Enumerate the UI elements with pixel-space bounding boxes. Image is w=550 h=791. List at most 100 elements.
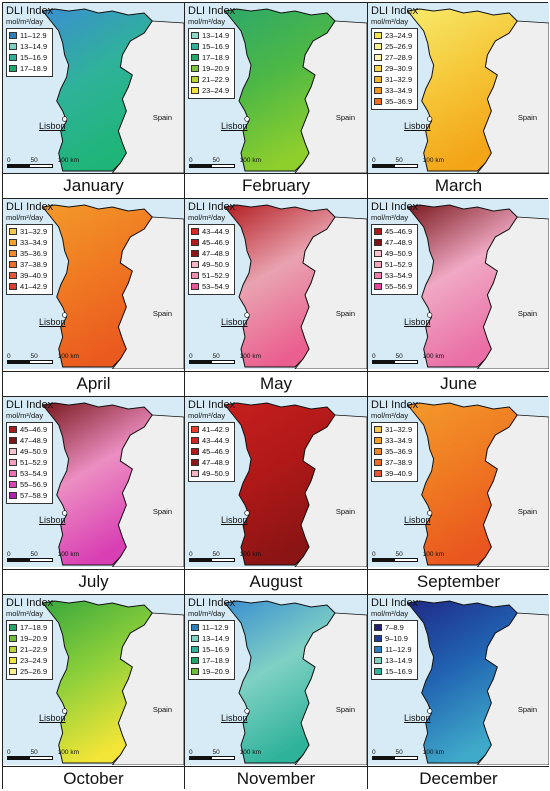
scale-label: 100 km	[422, 551, 444, 558]
scale-label: 50	[212, 551, 220, 558]
legend-title: DLI Index	[188, 201, 236, 213]
legend-row: 13–14.9	[191, 30, 231, 41]
month-caption: November	[185, 766, 367, 791]
scale-label: 50	[212, 157, 220, 164]
portugal-dli-surface	[224, 600, 336, 764]
legend-range: 29–30.9	[385, 64, 413, 73]
map-area: DLI Index mol/m²/day 11–12.9 13–14.9 15–16.9…	[185, 595, 367, 765]
legend-row: 49–50.9	[9, 446, 49, 457]
month-caption: March	[368, 173, 549, 198]
month-panel-november: DLI Index mol/m²/day 11–12.9 13–14.9 15–16.9…	[185, 595, 367, 791]
legend-swatch	[374, 448, 382, 455]
dli-legend: DLI Index mol/m²/day 13–14.9 15–16.9 17–18.9…	[188, 5, 236, 99]
legend-range: 49–50.9	[385, 249, 413, 258]
portugal-dli-surface	[224, 8, 336, 172]
legend-range: 41–42.9	[20, 282, 48, 291]
legend-range: 13–14.9	[385, 656, 413, 665]
legend-row: 53–54.9	[9, 468, 49, 479]
legend-unit: mol/m²/day	[188, 17, 226, 26]
legend-swatch	[9, 492, 17, 499]
scale-label: 0	[7, 749, 11, 756]
spain-label: Spain	[152, 309, 172, 318]
scale-label: 50	[395, 749, 403, 756]
legend-swatch	[191, 624, 199, 631]
legend-range: 17–18.9	[202, 53, 230, 62]
legend-range: 25–26.9	[385, 42, 413, 51]
scale-label: 0	[372, 551, 376, 558]
scale-label: 100 km	[57, 157, 79, 164]
legend-range: 47–48.9	[20, 436, 48, 445]
scale-label: 0	[7, 157, 11, 164]
legend-box: 11–12.9 13–14.9 15–16.9 17–18.9	[6, 28, 54, 77]
lisbon-label: Lisbon	[39, 515, 66, 525]
legend-swatch	[374, 239, 382, 246]
legend-title: DLI Index	[188, 399, 236, 411]
legend-swatch	[9, 426, 17, 433]
scale-label: 0	[7, 353, 11, 360]
legend-row: 33–34.9	[9, 237, 49, 248]
legend-range: 35–36.9	[20, 249, 48, 258]
legend-row: 31–32.9	[374, 424, 414, 435]
legend-swatch	[9, 283, 17, 290]
legend-range: 33–34.9	[20, 238, 48, 247]
dli-legend: DLI Index mol/m²/day 11–12.9 13–14.9 15–16.9…	[188, 597, 236, 680]
legend-row: 17–18.9	[191, 52, 231, 63]
legend-range: 25–26.9	[20, 667, 48, 676]
legend-swatch	[191, 426, 199, 433]
portugal-dli-surface	[406, 402, 518, 566]
legend-title: DLI Index	[6, 597, 54, 609]
legend-row: 47–48.9	[9, 435, 49, 446]
legend-range: 33–34.9	[385, 86, 413, 95]
legend-range: 19–20.9	[202, 667, 230, 676]
legend-swatch	[374, 76, 382, 83]
map-area: DLI Index mol/m²/day 43–44.9 45–46.9 47–48.9…	[185, 199, 367, 369]
lisbon-label: Lisbon	[39, 317, 66, 327]
legend-row: 17–18.9	[9, 622, 49, 633]
portugal-map	[406, 402, 549, 567]
legend-row: 37–38.9	[374, 457, 414, 468]
month-caption: December	[368, 766, 549, 791]
scale-label: 50	[395, 551, 403, 558]
legend-range: 13–14.9	[202, 634, 230, 643]
lisbon-marker	[62, 708, 68, 714]
legend-range: 17–18.9	[20, 64, 48, 73]
legend-row: 45–46.9	[374, 226, 414, 237]
legend-range: 19–20.9	[202, 64, 230, 73]
scale-label: 50	[395, 353, 403, 360]
month-panel-december: DLI Index mol/m²/day 7–8.9 9–10.9 11–12.9 13–…	[368, 595, 549, 791]
legend-title: DLI Index	[6, 201, 54, 213]
legend-range: 31–32.9	[20, 227, 48, 236]
lisbon-label: Lisbon	[39, 713, 66, 723]
legend-swatch	[191, 261, 199, 268]
scale-label: 100 km	[57, 749, 79, 756]
month-panel-september: DLI Index mol/m²/day 31–32.9 33–34.9 35–36.9…	[368, 397, 549, 594]
legend-swatch	[191, 635, 199, 642]
legend-swatch	[374, 668, 382, 675]
map-area: DLI Index mol/m²/day 31–32.9 33–34.9 35–36.9…	[368, 397, 549, 567]
legend-swatch	[191, 283, 199, 290]
month-caption: January	[3, 173, 184, 198]
legend-swatch	[191, 54, 199, 61]
legend-row: 45–46.9	[191, 446, 231, 457]
legend-row: 41–42.9	[9, 281, 49, 292]
dli-legend: DLI Index mol/m²/day 31–32.9 33–34.9 35–36.9…	[6, 201, 54, 295]
month-panel-may: DLI Index mol/m²/day 43–44.9 45–46.9 47–48.9…	[185, 199, 367, 396]
legend-unit: mol/m²/day	[6, 17, 44, 26]
legend-range: 53–54.9	[20, 469, 48, 478]
lisbon-marker	[427, 116, 433, 122]
legend-unit: mol/m²/day	[371, 411, 409, 420]
scale-label: 50	[30, 551, 38, 558]
legend-row: 47–48.9	[191, 248, 231, 259]
map-area: DLI Index mol/m²/day 23–24.9 25–26.9 27–28.9…	[368, 3, 549, 173]
portugal-dli-surface	[406, 600, 518, 764]
legend-swatch	[374, 646, 382, 653]
scale-bar: 0 50 100 km	[189, 749, 261, 760]
legend-row: 15–16.9	[374, 666, 414, 677]
portugal-map	[41, 204, 184, 369]
month-caption: April	[3, 371, 184, 396]
legend-range: 51–52.9	[385, 260, 413, 269]
legend-box: 41–42.9 43–44.9 45–46.9 47–48.9 49–50.9	[188, 422, 236, 482]
scale-label: 0	[372, 353, 376, 360]
portugal-map	[224, 204, 367, 369]
